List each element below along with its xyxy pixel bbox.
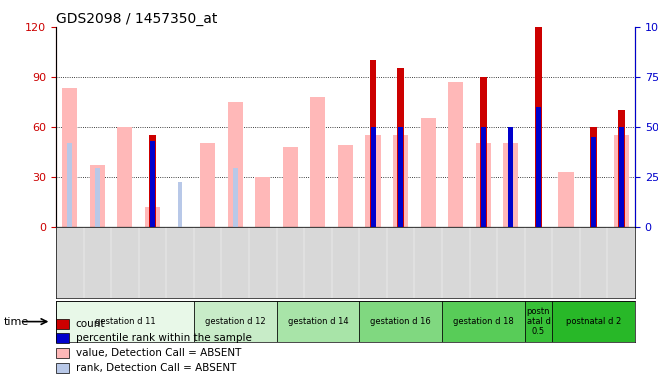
Bar	[145, 207, 160, 227]
Bar	[178, 182, 182, 227]
Bar	[619, 127, 624, 227]
Bar	[536, 107, 541, 227]
Bar	[590, 127, 597, 227]
Bar	[311, 97, 326, 227]
Bar	[255, 177, 270, 227]
Bar	[117, 127, 132, 227]
Text: rank, Detection Call = ABSENT: rank, Detection Call = ABSENT	[76, 363, 236, 373]
Bar	[476, 143, 491, 227]
Text: value, Detection Call = ABSENT: value, Detection Call = ABSENT	[76, 348, 241, 358]
Bar	[56, 333, 69, 343]
Text: postnatal d 2: postnatal d 2	[566, 317, 621, 326]
Bar	[618, 110, 624, 227]
Bar	[89, 165, 105, 227]
Text: percentile rank within the sample: percentile rank within the sample	[76, 333, 251, 343]
Bar	[393, 135, 408, 227]
Text: GDS2098 / 1457350_at: GDS2098 / 1457350_at	[56, 12, 217, 25]
Bar	[150, 141, 155, 227]
Bar	[420, 118, 436, 227]
Bar	[552, 301, 635, 342]
Bar	[448, 82, 463, 227]
Bar	[524, 301, 552, 342]
Bar	[397, 68, 404, 227]
Text: gestation d 11: gestation d 11	[95, 317, 155, 326]
Bar	[276, 301, 359, 342]
Bar	[614, 135, 629, 227]
Bar	[149, 135, 156, 227]
Bar	[370, 60, 376, 227]
Text: gestation d 18: gestation d 18	[453, 317, 514, 326]
Text: count: count	[76, 319, 105, 329]
Bar	[480, 77, 487, 227]
Text: gestation d 14: gestation d 14	[288, 317, 348, 326]
Bar	[95, 168, 100, 227]
Bar	[503, 143, 519, 227]
Text: gestation d 16: gestation d 16	[370, 317, 431, 326]
Bar	[509, 127, 513, 227]
Bar	[370, 127, 376, 227]
Bar	[56, 301, 194, 342]
Text: postn
atal d
0.5: postn atal d 0.5	[526, 307, 550, 336]
Bar	[200, 143, 215, 227]
Bar	[283, 147, 298, 227]
Bar	[56, 363, 69, 373]
Bar	[62, 88, 77, 227]
Bar	[233, 168, 238, 227]
Bar	[442, 301, 524, 342]
Bar	[535, 27, 542, 227]
Text: gestation d 12: gestation d 12	[205, 317, 265, 326]
Text: time: time	[3, 316, 28, 327]
Bar	[194, 301, 276, 342]
Bar	[67, 143, 72, 227]
Bar	[398, 127, 403, 227]
Bar	[150, 193, 155, 227]
Bar	[365, 135, 380, 227]
Bar	[228, 102, 243, 227]
Bar	[56, 348, 69, 358]
Bar	[359, 301, 442, 342]
Bar	[559, 172, 574, 227]
Bar	[591, 137, 596, 227]
Bar	[338, 145, 353, 227]
Bar	[481, 127, 486, 227]
Bar	[56, 319, 69, 329]
